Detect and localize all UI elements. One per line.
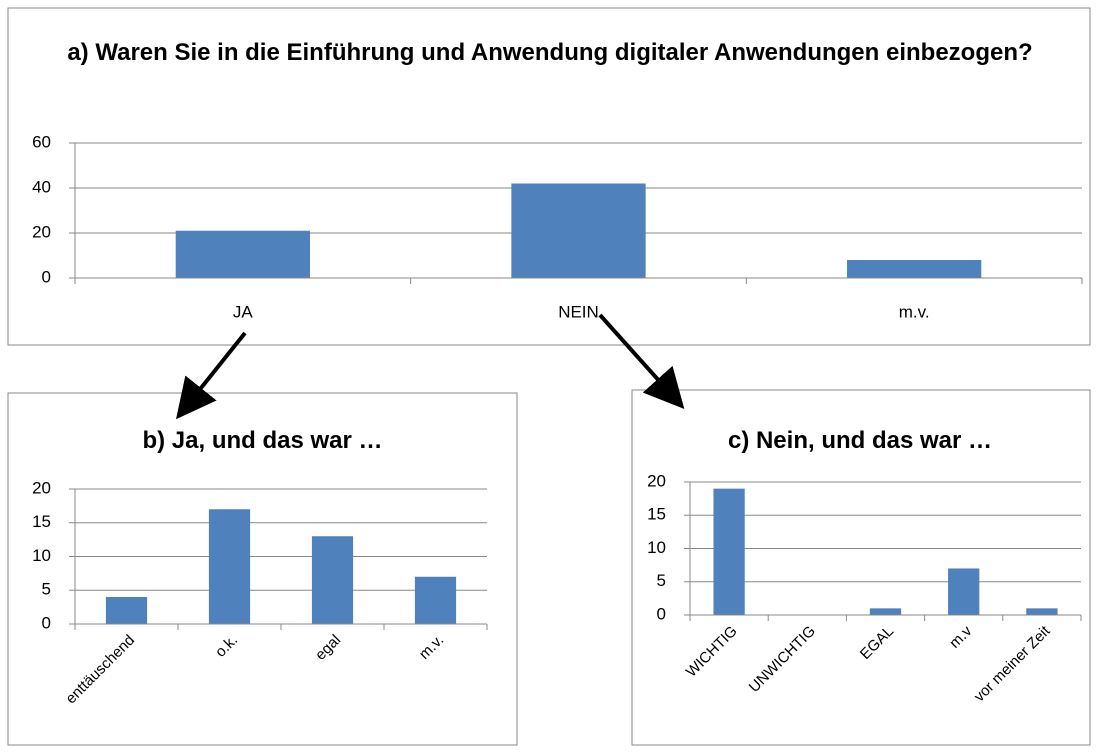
chart-frame bbox=[631, 389, 1091, 746]
x-tick-label: WICHTIG bbox=[683, 623, 741, 681]
y-tick-label: 60 bbox=[32, 132, 51, 151]
y-tick-label: 20 bbox=[647, 471, 666, 490]
y-tick-label: 15 bbox=[32, 512, 51, 531]
bar bbox=[208, 509, 251, 624]
y-tick-label: 5 bbox=[42, 580, 51, 599]
y-tick-label: 40 bbox=[32, 177, 51, 196]
x-tick-label: JA bbox=[233, 302, 254, 321]
y-tick-label: 0 bbox=[42, 267, 51, 286]
x-tick-label: m.v. bbox=[416, 632, 447, 663]
bar bbox=[713, 488, 745, 615]
chart-frame bbox=[7, 7, 1091, 346]
y-tick-label: 20 bbox=[32, 222, 51, 241]
x-tick-label: m.v bbox=[946, 622, 975, 651]
bar bbox=[175, 230, 310, 278]
x-tick-label: EGAL bbox=[857, 623, 897, 663]
x-tick-label: UNWICHTIG bbox=[746, 623, 819, 696]
chart-title: b) Ja, und das war … bbox=[142, 427, 383, 454]
bar bbox=[869, 608, 902, 615]
y-tick-label: 0 bbox=[657, 604, 666, 623]
y-tick-label: 5 bbox=[657, 571, 666, 590]
bar bbox=[311, 536, 354, 624]
x-tick-label: egal bbox=[312, 632, 344, 664]
bar bbox=[414, 576, 457, 624]
chart-frame bbox=[7, 392, 518, 746]
x-tick-label: NEIN bbox=[558, 302, 599, 321]
bar bbox=[847, 260, 982, 278]
x-tick-label: enttäuschend bbox=[62, 632, 138, 708]
bar bbox=[1026, 608, 1058, 615]
x-tick-label: m.v. bbox=[899, 302, 930, 321]
bar bbox=[511, 183, 646, 278]
chart-title: a) Waren Sie in die Einführung und Anwen… bbox=[67, 39, 1033, 66]
y-tick-label: 10 bbox=[32, 546, 51, 565]
chart-title: c) Nein, und das war … bbox=[727, 427, 993, 454]
bar bbox=[948, 568, 980, 615]
y-tick-label: 20 bbox=[32, 478, 51, 497]
x-tick-label: vor meiner Zeit bbox=[971, 622, 1054, 705]
bar bbox=[105, 597, 148, 624]
x-tick-label: o.k. bbox=[212, 632, 241, 661]
y-tick-label: 15 bbox=[647, 505, 666, 524]
y-tick-label: 10 bbox=[647, 538, 666, 557]
y-tick-label: 0 bbox=[42, 613, 51, 632]
